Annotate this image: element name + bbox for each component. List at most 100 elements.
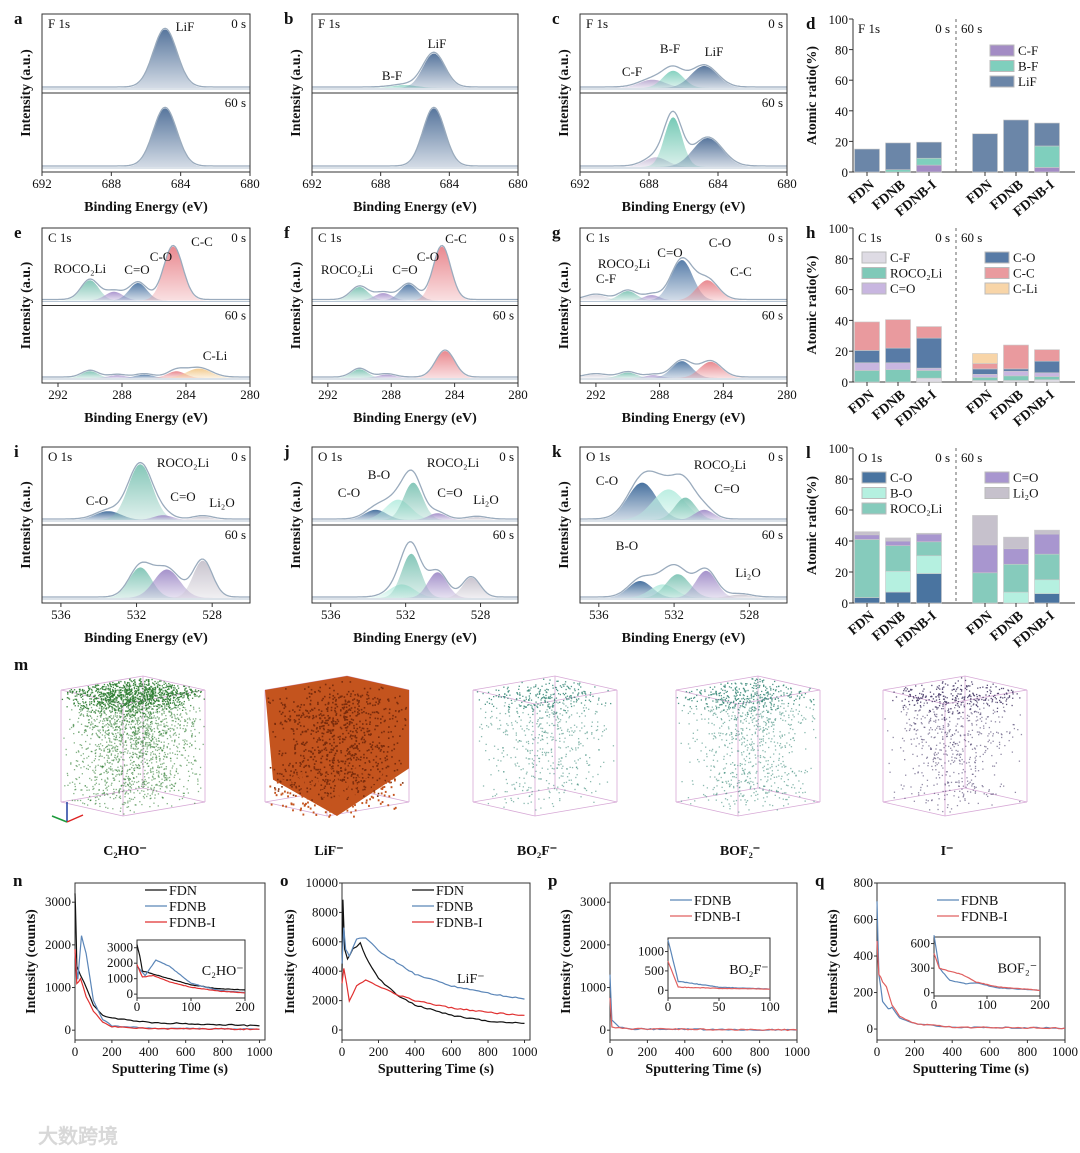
peak-Li₂O: [312, 577, 518, 598]
ion-point: [552, 702, 554, 705]
ion-point: [147, 704, 149, 706]
ion-point: [97, 725, 99, 728]
ion-point: [101, 755, 103, 757]
ion-point: [515, 732, 517, 734]
ion-point: [141, 695, 143, 697]
ion-point: [537, 720, 539, 722]
ion-point: [148, 725, 151, 727]
ion-point: [335, 714, 337, 716]
ion-point: [110, 700, 112, 702]
ion-point: [328, 783, 331, 785]
ion-point: [195, 711, 197, 713]
ion-point: [518, 716, 520, 718]
ion-point: [133, 725, 136, 728]
ion-point: [83, 689, 85, 692]
ion-point: [357, 713, 359, 716]
ion-point: [326, 731, 328, 734]
ion-point: [71, 709, 73, 711]
ion-point: [532, 775, 535, 778]
ion-point: [551, 696, 553, 699]
bar-segment-C-C: [972, 363, 998, 370]
ion-point: [588, 764, 591, 766]
ion-point: [542, 693, 544, 696]
ion-point: [93, 726, 96, 728]
ion-point: [85, 767, 88, 770]
ion-point: [332, 770, 335, 772]
ion-point: [360, 788, 363, 791]
ion-point: [78, 764, 80, 766]
ion-point: [102, 720, 104, 722]
ion-point: [178, 703, 181, 705]
ion-point: [111, 747, 113, 750]
ion-point: [105, 746, 107, 749]
ion-point: [299, 776, 301, 779]
ion-point: [160, 773, 163, 775]
ion-point: [389, 781, 391, 784]
ion-point: [126, 733, 128, 736]
ion-point: [516, 762, 519, 764]
ion-point: [129, 791, 132, 793]
legend-swatch: [989, 60, 1015, 72]
ion-point: [157, 699, 160, 701]
ion-point: [133, 769, 136, 772]
ion-point: [504, 798, 506, 800]
x-tick-label: 688: [639, 176, 659, 191]
ion-point: [517, 741, 519, 743]
ion-point: [102, 726, 104, 728]
ion-point: [89, 727, 91, 729]
ion-point: [100, 709, 103, 711]
ion-point: [290, 728, 293, 730]
ion-point: [596, 729, 599, 731]
ion-point: [127, 694, 129, 696]
ion-point: [137, 738, 140, 740]
ion-point: [522, 712, 524, 714]
ion-point: [335, 778, 337, 781]
ion-point: [162, 719, 164, 721]
ion-point: [281, 754, 283, 757]
ion-point: [198, 696, 200, 698]
ion-point: [98, 689, 100, 691]
ion-point: [157, 746, 159, 749]
ion-point: [118, 791, 120, 793]
ion-point: [369, 798, 372, 801]
ion-point: [346, 716, 348, 718]
panel-letter: m: [14, 655, 28, 674]
ion-point: [106, 768, 108, 771]
ion-point: [109, 692, 111, 694]
ion-point: [303, 750, 305, 752]
ion-point: [82, 690, 84, 693]
ion-point: [570, 700, 572, 702]
envelope-line: [312, 349, 518, 378]
ion-point: [150, 716, 153, 718]
ion-point: [81, 688, 84, 691]
peak-ROCO₂Li: [580, 291, 787, 301]
ion-point: [369, 734, 372, 736]
ion-point: [179, 714, 181, 716]
ion-point: [160, 688, 162, 691]
ion-point: [94, 803, 96, 805]
ion-point: [511, 784, 513, 786]
ion-point: [518, 704, 520, 706]
ion-point: [97, 735, 99, 737]
ion-point: [125, 717, 127, 720]
ion-point: [87, 747, 89, 749]
ion-point: [141, 700, 143, 703]
ion-point: [521, 701, 523, 704]
ion-point: [585, 696, 587, 698]
ion-point: [589, 780, 592, 783]
ion-point: [106, 701, 108, 703]
ion-point: [87, 768, 89, 770]
x-tick-label: 688: [371, 176, 391, 191]
ion-point: [160, 680, 162, 682]
ion-point: [383, 785, 386, 788]
ion-point: [553, 701, 556, 704]
ion-point: [69, 782, 71, 784]
ion-point: [332, 695, 335, 697]
x-tick-label: 292: [586, 387, 606, 402]
ion-point: [345, 788, 348, 790]
ion-point: [88, 695, 91, 697]
ion-point: [354, 694, 356, 696]
ion-point: [135, 690, 137, 692]
